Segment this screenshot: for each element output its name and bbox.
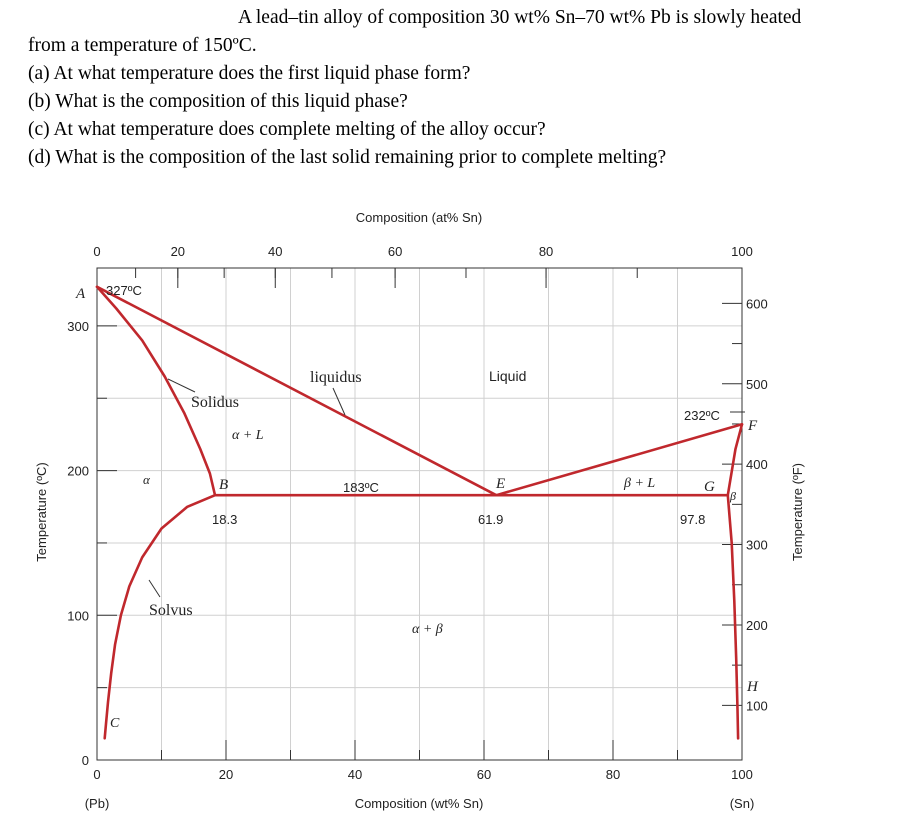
phase-label-alpha: α — [143, 472, 151, 487]
leader-liquidus — [332, 387, 346, 416]
top-tick-label: 20 — [171, 244, 185, 259]
top-tick-label: 100 — [731, 244, 753, 259]
phase-label-alpha-beta: α + β — [412, 622, 443, 637]
eutectic-temp-label: 183ºC — [343, 480, 379, 495]
point-label-a: A — [75, 286, 86, 302]
top-tick-label: 0 — [93, 244, 100, 259]
label-solvus: Solvus — [149, 602, 193, 619]
y-tick-label: 200 — [67, 464, 89, 479]
phase-label-beta-l: β + L — [623, 476, 655, 491]
x-end-label-pb: (Pb) — [85, 796, 110, 811]
temp-label-f: 232ºC — [684, 408, 720, 423]
leader-solvus — [148, 579, 161, 598]
curve-liquidus_right — [494, 422, 744, 497]
x-tick-label: 20 — [219, 767, 233, 782]
y-tick-label: 0 — [82, 753, 89, 768]
label-solidus: Solidus — [191, 394, 239, 411]
top-tick-label: 60 — [388, 244, 402, 259]
phase-label-liquid: Liquid — [489, 368, 526, 384]
question-text: A lead–tin alloy of composition 30 wt% S… — [28, 4, 908, 172]
y2-tick-label: 400 — [746, 457, 768, 472]
point-label-c: C — [110, 716, 120, 731]
top-tick-label: 40 — [268, 244, 282, 259]
y-axis-title: Temperature (ºC) — [34, 462, 49, 561]
comp-label-e: 61.9 — [478, 512, 503, 527]
curve-solidus_beta — [726, 422, 744, 497]
y2-tick-label: 600 — [746, 296, 768, 311]
temp-label-a: 327ºC — [106, 283, 142, 298]
y-tick-label: 300 — [67, 319, 89, 334]
phase-label-beta: β — [729, 489, 736, 503]
x-tick-label: 40 — [348, 767, 362, 782]
curve-solidus_alpha — [95, 285, 217, 497]
x-tick-label: 80 — [606, 767, 620, 782]
x-axis-title: Composition (wt% Sn) — [355, 796, 484, 811]
x-tick-label: 0 — [93, 767, 100, 782]
curve-solvus_alpha — [103, 493, 217, 740]
question-part-c: (c) At what temperature does complete me… — [28, 119, 546, 140]
y2-tick-label: 200 — [746, 618, 768, 633]
question-line-2: from a temperature of 150ºC. — [28, 35, 257, 56]
point-label-g: G — [704, 479, 715, 495]
point-label-h: H — [746, 679, 759, 695]
top-tick-label: 80 — [539, 244, 553, 259]
top-axis-title: Composition (at% Sn) — [356, 210, 482, 225]
question-line-1: A lead–tin alloy of composition 30 wt% S… — [238, 7, 802, 28]
curve-liquidus_left — [95, 285, 498, 497]
point-label-b: B — [219, 477, 228, 493]
curve-solvus_beta — [726, 493, 740, 740]
grid — [97, 268, 742, 760]
phase-label-alpha-l: α + L — [232, 428, 264, 443]
question-part-b: (b) What is the composition of this liqu… — [28, 91, 408, 112]
phase-boundaries — [95, 285, 744, 740]
leader-solidus — [167, 378, 196, 393]
y-tick-label: 100 — [67, 608, 89, 623]
x-tick-label: 60 — [477, 767, 491, 782]
y2-tick-label: 500 — [746, 377, 768, 392]
x-end-label-sn: (Sn) — [730, 796, 755, 811]
point-label-e: E — [495, 476, 505, 492]
y2-axis-title: Temperature (ºF) — [790, 463, 805, 561]
y2-tick-label: 100 — [746, 698, 768, 713]
y2-tick-label: 300 — [746, 538, 768, 553]
point-label-f: F — [747, 418, 758, 434]
comp-label-g: 97.8 — [680, 512, 705, 527]
question-part-a: (a) At what temperature does the first l… — [28, 63, 471, 84]
comp-label-b: 18.3 — [212, 512, 237, 527]
axes: 0 20 40 60 80 100 0 100 200 300 0 20 40 60 80 100 100 200… — [67, 244, 767, 782]
x-tick-label: 100 — [731, 767, 753, 782]
label-liquidus: liquidus — [310, 369, 362, 386]
question-part-d: (d) What is the composition of the last … — [28, 147, 667, 168]
